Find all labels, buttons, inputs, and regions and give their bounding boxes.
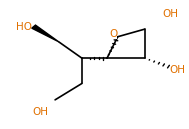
Text: O: O (109, 29, 117, 39)
Text: OH: OH (163, 9, 178, 19)
Text: OH: OH (33, 107, 49, 118)
Text: HO: HO (16, 22, 32, 32)
Polygon shape (32, 25, 59, 42)
Text: OH: OH (170, 64, 186, 75)
